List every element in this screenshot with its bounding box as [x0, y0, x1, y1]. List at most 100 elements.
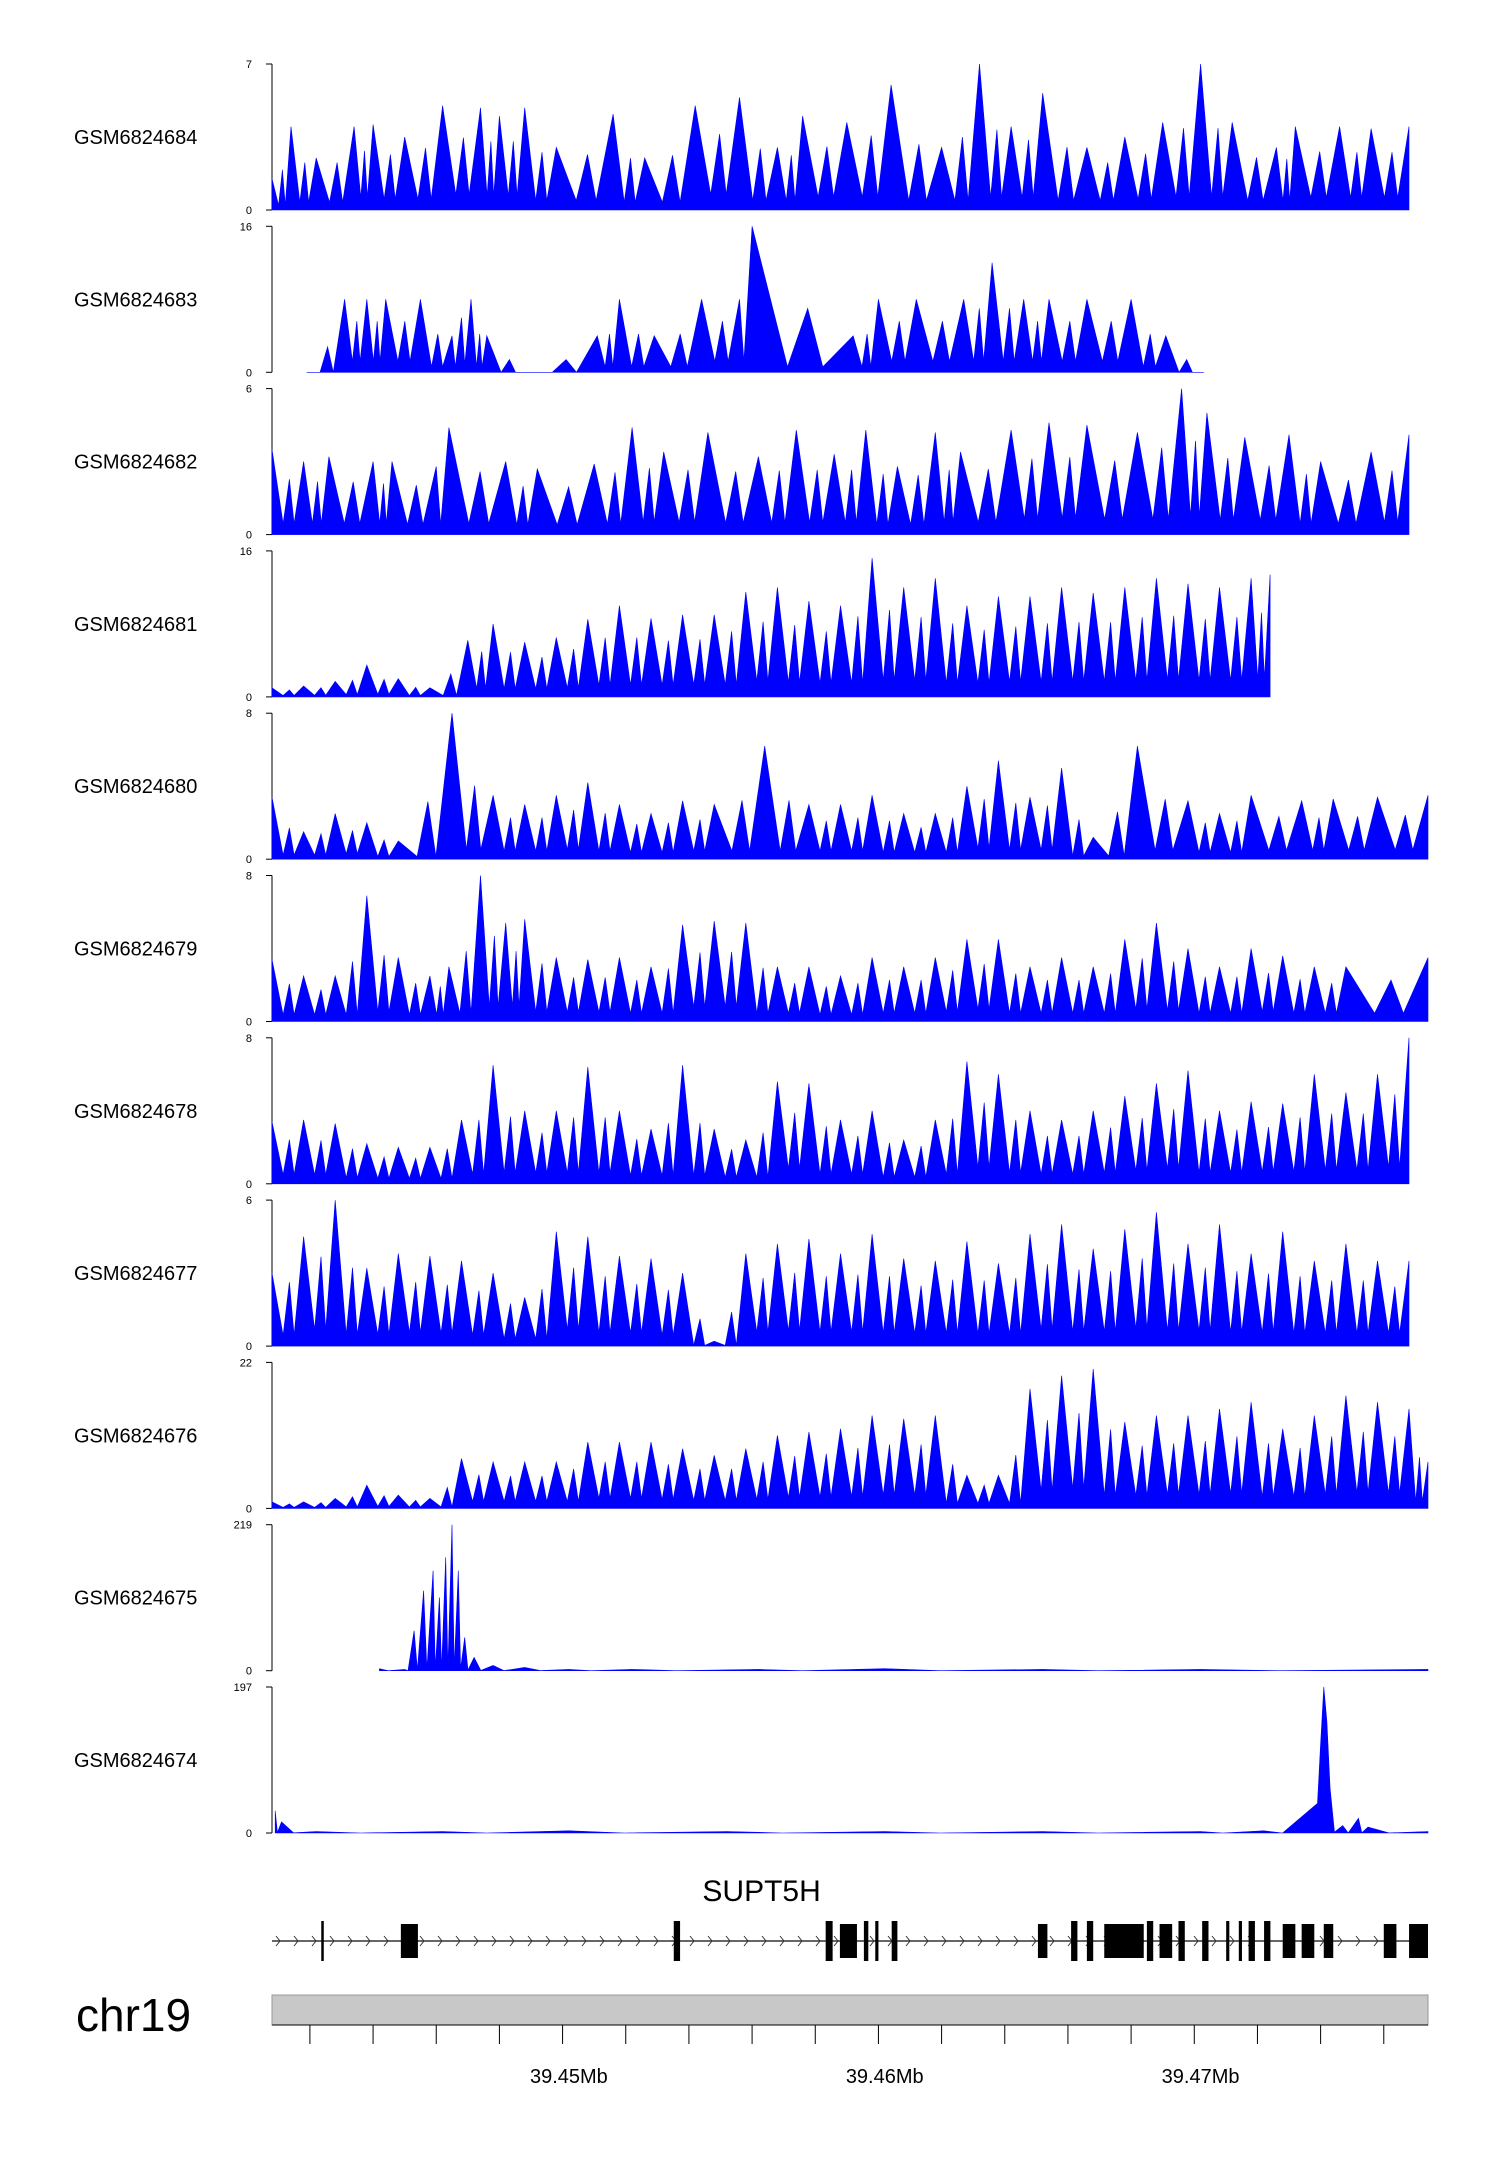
strand-arrow — [617, 1935, 623, 1947]
track-label: GSM6824679 — [74, 939, 197, 961]
signal-area — [274, 1686, 1429, 1834]
strand-arrow — [491, 1935, 497, 1947]
track-ymax-label: 197 — [234, 1682, 252, 1694]
strand-arrow — [545, 1935, 551, 1947]
exon — [400, 1924, 418, 1958]
track-ymin-label: 0 — [246, 692, 252, 704]
chromosome-bar — [271, 1994, 1429, 2026]
track-GSM6824676: GSM6824676 22 0 — [74, 1357, 1429, 1515]
strand-arrow — [1355, 1935, 1361, 1947]
axis-tick-label: 39.47Mb — [1162, 2066, 1240, 2088]
exon — [1238, 1921, 1242, 1961]
strand-arrow — [581, 1935, 587, 1947]
strand-arrow — [941, 1935, 947, 1947]
strand-arrow — [527, 1935, 533, 1947]
exon — [1264, 1921, 1271, 1961]
exon — [673, 1921, 681, 1961]
signal-area — [271, 1368, 1429, 1509]
strand-arrow — [689, 1935, 695, 1947]
strand-arrow — [833, 1935, 839, 1947]
signal-area — [306, 226, 1204, 373]
track-ymax-label: 219 — [234, 1520, 252, 1532]
track-ymax-label: 6 — [246, 384, 252, 396]
track-label: GSM6824674 — [74, 1750, 197, 1772]
track-label: GSM6824675 — [74, 1588, 197, 1610]
strand-arrow — [1229, 1935, 1235, 1947]
strand-arrow — [311, 1935, 317, 1947]
strand-arrow — [923, 1935, 929, 1947]
exon — [321, 1921, 324, 1961]
track-ymin-label: 0 — [246, 1341, 252, 1353]
track-ymax-label: 7 — [246, 59, 252, 71]
strand-arrow — [347, 1935, 353, 1947]
strand-arrow — [779, 1935, 785, 1947]
signal-area — [271, 558, 1271, 698]
track-ymax-label: 8 — [246, 871, 252, 883]
track-ymin-label: 0 — [246, 1017, 252, 1029]
strand-arrow — [275, 1935, 281, 1947]
signal-area — [379, 1524, 1429, 1672]
track-GSM6824681: GSM6824681 16 0 — [74, 546, 1271, 704]
strand-arrow — [1031, 1935, 1037, 1947]
signal-area — [271, 388, 1410, 535]
track-label: GSM6824682 — [74, 452, 197, 474]
track-GSM6824684: GSM6824684 7 0 — [74, 59, 1410, 217]
exon — [1104, 1924, 1144, 1958]
strand-arrow — [743, 1935, 749, 1947]
track-ymin-label: 0 — [246, 367, 252, 379]
exon — [1301, 1924, 1315, 1958]
genome-axis: 39.45Mb 39.46Mb 39.47Mb — [272, 2024, 1428, 2088]
strand-arrow — [437, 1935, 443, 1947]
track-label: GSM6824684 — [74, 127, 197, 149]
track-ymin-label: 0 — [246, 1503, 252, 1515]
exon — [1282, 1924, 1296, 1958]
strand-arrow — [905, 1935, 911, 1947]
exon — [1323, 1924, 1334, 1958]
strand-arrow — [599, 1935, 605, 1947]
strand-arrow — [383, 1935, 389, 1947]
signal-area — [271, 1200, 1410, 1347]
track-label: GSM6824677 — [74, 1263, 197, 1285]
strand-arrow — [635, 1935, 641, 1947]
track-ymin-label: 0 — [246, 205, 252, 217]
track-ymax-label: 22 — [240, 1357, 252, 1369]
strand-arrow — [1337, 1935, 1343, 1947]
signal-area — [271, 1037, 1410, 1185]
track-label: GSM6824681 — [74, 614, 197, 636]
track-label: GSM6824678 — [74, 1101, 197, 1123]
strand-arrow — [977, 1935, 983, 1947]
track-ymax-label: 8 — [246, 708, 252, 720]
strand-arrow — [1049, 1935, 1055, 1947]
signal-area — [271, 875, 1429, 1022]
track-label: GSM6824680 — [74, 776, 197, 798]
track-ymin-label: 0 — [246, 1179, 252, 1191]
track-GSM6824677: GSM6824677 6 0 — [74, 1195, 1410, 1353]
track-GSM6824682: GSM6824682 6 0 — [74, 384, 1410, 542]
signal-area — [271, 63, 1410, 211]
strand-arrow — [473, 1935, 479, 1947]
strand-arrow — [959, 1935, 965, 1947]
track-ymax-label: 16 — [240, 546, 252, 558]
strand-arrow — [293, 1935, 299, 1947]
exon — [1146, 1921, 1154, 1961]
exon — [875, 1921, 879, 1961]
chromosome-ideogram: chr19 — [76, 1989, 1429, 2041]
track-ymax-label: 8 — [246, 1033, 252, 1045]
exon — [1409, 1924, 1428, 1958]
exon — [1383, 1924, 1397, 1958]
strand-arrow — [797, 1935, 803, 1947]
exon — [863, 1921, 869, 1961]
track-label: GSM6824683 — [74, 289, 197, 311]
strand-arrow — [653, 1935, 659, 1947]
strand-arrow — [365, 1935, 371, 1947]
exon — [1071, 1921, 1078, 1961]
track-GSM6824680: GSM6824680 8 0 — [74, 708, 1429, 866]
exon — [1159, 1924, 1173, 1958]
exon — [1086, 1921, 1094, 1961]
track-GSM6824683: GSM6824683 16 0 — [74, 221, 1204, 379]
track-GSM6824678: GSM6824678 8 0 — [74, 1033, 1410, 1191]
strand-arrow — [815, 1935, 821, 1947]
strand-arrow — [869, 1935, 875, 1947]
chromosome-label: chr19 — [76, 1989, 191, 2041]
